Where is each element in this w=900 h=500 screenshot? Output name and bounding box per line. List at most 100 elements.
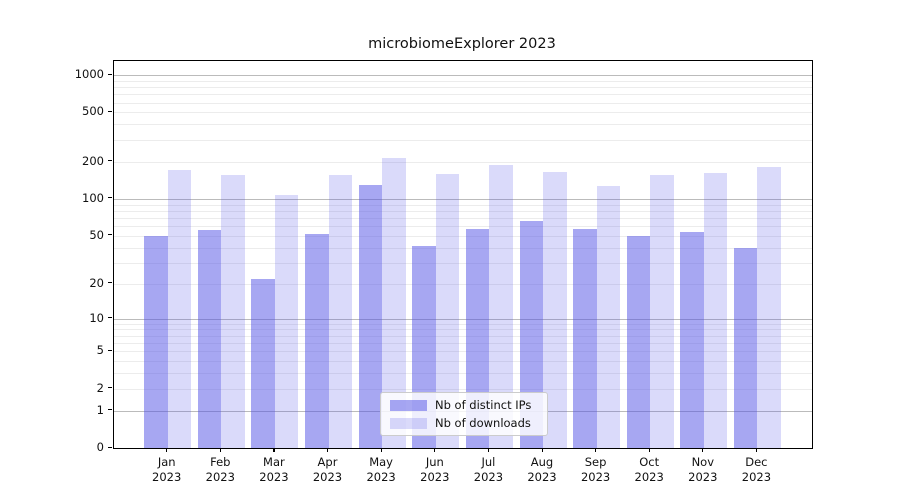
bar-downloads-jan [167, 170, 192, 448]
bar-downloads-mar [274, 195, 299, 448]
bar-distinct-ips-aug [519, 221, 543, 448]
bar-downloads-oct [650, 175, 674, 448]
y-tick [108, 317, 112, 319]
minor-gridline [114, 323, 812, 325]
minor-gridline [114, 329, 812, 331]
bar-downloads-jul [489, 165, 513, 448]
bar-downloads-feb [221, 175, 245, 448]
x-tick-label: Jun 2023 [420, 455, 450, 484]
bar-downloads-dec [757, 166, 781, 448]
y-tick [108, 387, 112, 389]
y-tick [108, 197, 112, 199]
minor-gridline [114, 161, 812, 163]
y-tick [108, 160, 112, 162]
minor-gridline [114, 94, 812, 96]
y-tick [108, 110, 112, 113]
x-tick [648, 448, 650, 452]
y-tick-label: 10 [89, 310, 104, 325]
plot-area [113, 60, 813, 449]
legend-swatch-distinct-ips [390, 399, 427, 411]
bar-downloads-nov [703, 173, 728, 448]
bar-distinct-ips-apr [305, 233, 329, 448]
y-tick [108, 234, 112, 236]
minor-gridline [114, 80, 812, 82]
y-tick-label: 100 [82, 190, 104, 205]
minor-gridline [114, 226, 812, 228]
minor-gridline [114, 235, 812, 237]
minor-gridline [114, 283, 812, 285]
bar-downloads-apr [328, 175, 352, 448]
x-tick [702, 448, 704, 452]
minor-gridline [114, 204, 812, 206]
x-tick-label: Jul 2023 [473, 455, 504, 484]
minor-gridline [114, 351, 812, 353]
bar-distinct-ips-mar [251, 278, 275, 448]
y-tick-label: 1 [96, 402, 104, 417]
y-tick [108, 349, 112, 351]
minor-gridline [114, 87, 812, 88]
bar-downloads-jun [435, 174, 460, 448]
minor-gridline [114, 102, 812, 104]
x-tick-label: Mar 2023 [259, 455, 289, 484]
legend-item: Nb of downloads [390, 416, 547, 431]
y-tick-label: 200 [82, 153, 104, 168]
x-tick-label: Apr 2023 [312, 455, 343, 484]
minor-gridline [114, 262, 812, 264]
bar-downloads-sep [596, 186, 621, 448]
legend-label: Nb of downloads [435, 416, 531, 430]
minor-gridline [114, 388, 812, 390]
bar-downloads-aug [543, 172, 567, 448]
x-tick-label: Jan 2023 [152, 455, 182, 484]
bar-downloads-may [382, 157, 406, 448]
bar-distinct-ips-nov [680, 231, 704, 448]
x-tick-label: Nov 2023 [688, 455, 718, 484]
minor-gridline [114, 210, 812, 212]
legend: Nb of distinct IPs Nb of downloads [380, 392, 548, 436]
x-tick [380, 448, 382, 452]
legend-label: Nb of distinct IPs [435, 398, 532, 412]
x-tick [327, 448, 329, 452]
x-tick [273, 448, 275, 452]
y-tick [108, 409, 112, 411]
legend-item: Nb of distinct IPs [390, 398, 547, 413]
bar-distinct-ips-sep [573, 228, 597, 448]
bar-distinct-ips-dec [733, 247, 758, 448]
major-gridline [114, 318, 812, 320]
y-tick-label: 5 [96, 343, 104, 358]
x-tick-label: Feb 2023 [205, 455, 235, 484]
y-tick-label: 50 [89, 227, 104, 242]
x-tick [755, 448, 758, 452]
x-tick-label: May 2023 [366, 455, 396, 484]
x-tick [219, 448, 221, 452]
y-tick-label: 20 [89, 275, 104, 290]
x-tick-label: Sep 2023 [580, 455, 611, 484]
y-tick [108, 282, 112, 284]
minor-gridline [114, 217, 812, 219]
x-tick-label: Oct 2023 [634, 455, 664, 484]
x-tick [434, 448, 436, 452]
bar-distinct-ips-oct [626, 235, 651, 448]
legend-swatch-downloads [390, 417, 427, 429]
y-tick [108, 446, 112, 448]
minor-gridline [114, 373, 812, 375]
y-tick [108, 73, 112, 75]
y-tick-label: 1000 [74, 67, 104, 81]
minor-gridline [114, 361, 812, 363]
minor-gridline [114, 112, 812, 114]
x-tick-label: Dec 2023 [741, 455, 772, 484]
x-tick [541, 448, 543, 452]
minor-gridline [114, 139, 812, 141]
chart-title: microbiomeExplorer 2023 [368, 36, 556, 52]
minor-gridline [114, 124, 812, 126]
y-tick-label: 0 [96, 440, 104, 454]
major-gridline [114, 75, 812, 76]
x-tick [487, 448, 490, 452]
bar-distinct-ips-jan [144, 235, 168, 448]
y-tick-label: 2 [96, 380, 104, 395]
x-tick [166, 448, 168, 452]
minor-gridline [114, 342, 812, 344]
major-gridline [114, 198, 812, 200]
x-tick-label: Aug 2023 [527, 455, 557, 484]
minor-gridline [114, 247, 812, 249]
bar-distinct-ips-may [358, 184, 383, 448]
